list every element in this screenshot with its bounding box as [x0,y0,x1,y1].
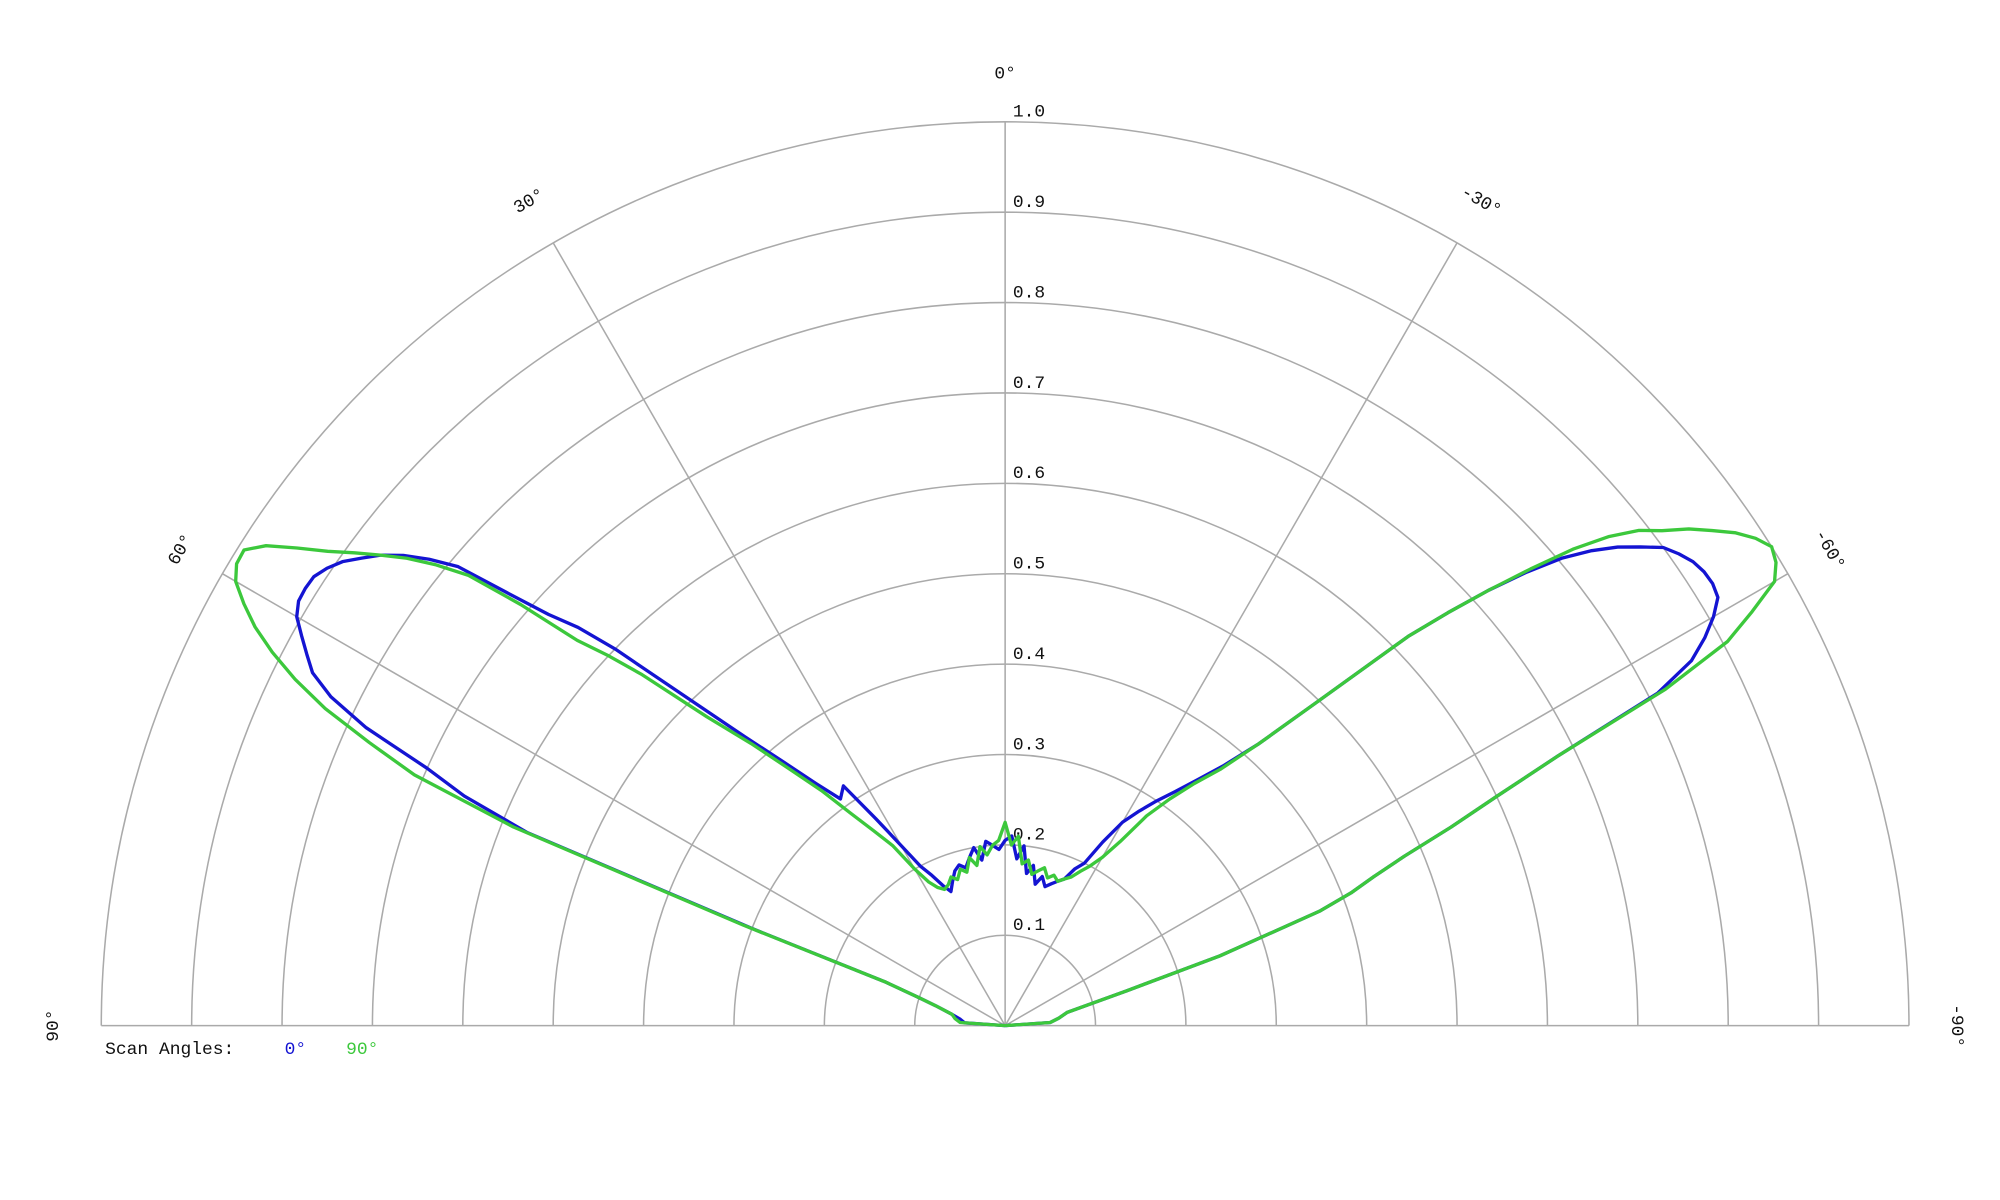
grid-spoke [1004,573,1789,1027]
r-tick-label: 0.4 [1013,645,1045,665]
r-tick-label: 0.2 [1013,826,1045,846]
grid-spoke [552,242,1006,1027]
legend-title: Scan Angles: [105,1040,234,1060]
grid-spoke [221,573,1006,1027]
theta-tick-label: -90° [1946,1004,1966,1047]
r-tick-label: 0.9 [1013,193,1045,213]
r-tick-label: 0.5 [1013,555,1045,575]
r-tick-label: 0.3 [1013,735,1045,755]
r-tick-label: 0.7 [1013,374,1045,394]
legend-entry: 0° [285,1040,307,1060]
series-line [295,545,1720,1028]
r-tick-label: 0.6 [1013,464,1045,484]
theta-tick-label: 90° [44,1009,64,1041]
r-tick-label: 1.0 [1013,103,1045,123]
r-tick-label: 0.1 [1013,916,1045,936]
grid-spoke [1004,242,1458,1027]
series-line [234,527,1778,1028]
r-tick-label: 0.8 [1013,283,1045,303]
theta-tick-label: 0° [994,65,1016,85]
legend-entry: 90° [346,1040,378,1060]
